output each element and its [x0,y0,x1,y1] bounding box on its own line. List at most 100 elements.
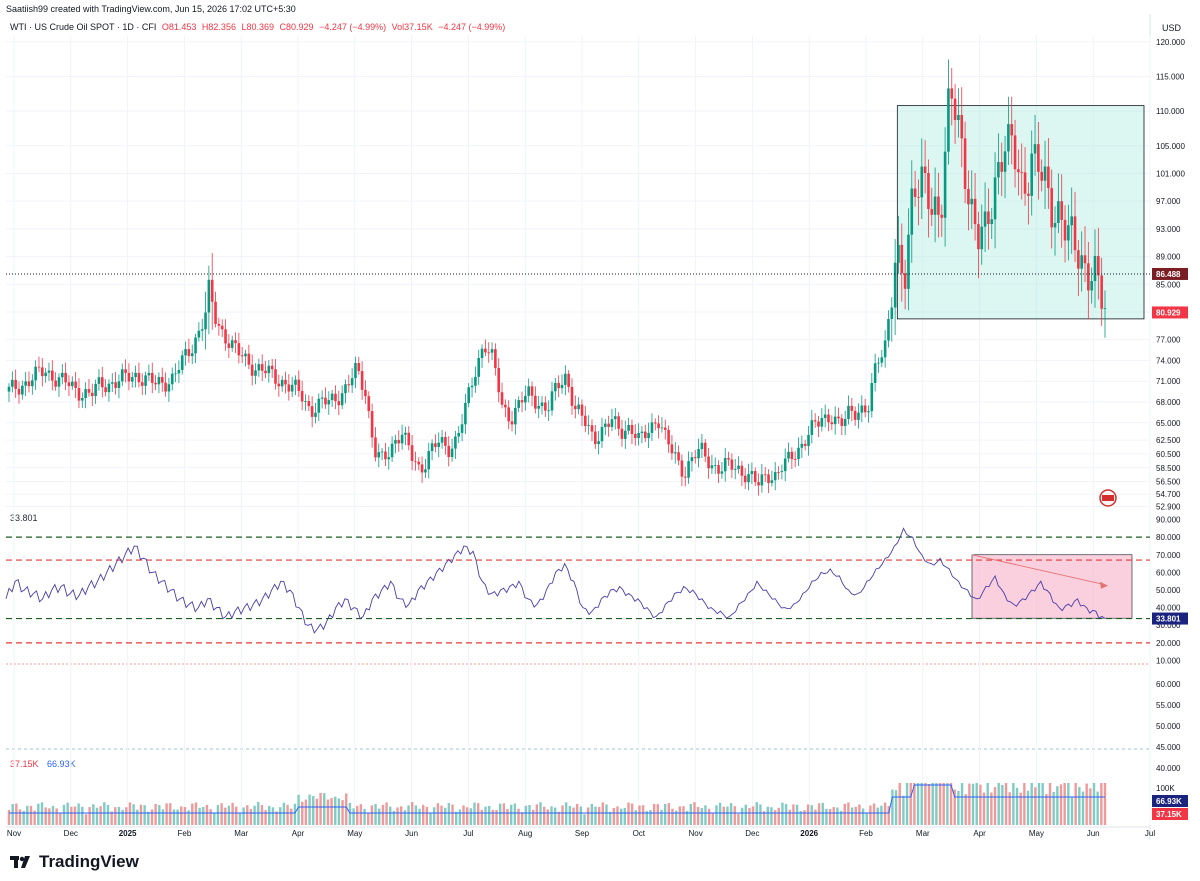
volume-bar [946,783,949,825]
volume-bar [367,812,370,825]
reference-price-label: 86.488 [1156,270,1181,279]
candle-body [757,482,760,486]
candle-body [61,372,64,378]
candle-body [1010,124,1014,136]
candle-body [14,379,17,389]
volume-bar [509,804,513,825]
candle-body [117,381,121,388]
candle-body [630,424,634,435]
candle-body [1020,172,1024,173]
candle-body [993,177,997,220]
volume-bar [975,783,978,825]
candle-body [560,384,564,389]
candle-body [773,472,777,481]
candle-body [194,337,197,354]
tradingview-brand[interactable]: TradingView [10,852,139,872]
volume-bar [938,783,942,825]
volume-bar [553,807,557,825]
candle-body [120,369,124,382]
candle-body [137,372,141,383]
candle-body [1100,275,1103,309]
candle-body [683,476,687,478]
volume-bar [1048,783,1052,825]
candle-body [430,443,434,452]
time-tick-label: Feb [859,829,873,838]
candle-body [953,98,957,120]
candle-body [197,330,201,338]
volume-legend: 37.15K 66.93K [10,759,76,769]
volume-bar [770,807,773,825]
volume-bar [44,807,47,825]
volume-bar [136,809,139,825]
candle-body [917,196,920,198]
candle-body [367,396,371,412]
candle-body [507,407,510,422]
volume-bar [920,783,923,825]
volume-bar [924,783,927,825]
candle-body [937,196,940,215]
candle-body [457,432,461,437]
candle-body [900,244,904,274]
volume-bar [359,804,363,825]
volume-bar [1059,784,1063,825]
volume-bar [238,812,242,825]
candle-body [1103,308,1107,309]
price-tick-label: 77.000 [1156,336,1181,345]
volume-bar [957,790,960,825]
volume-bar [51,805,55,825]
symbol-name[interactable]: WTI · US Crude Oil SPOT · 1D · CFI [10,22,157,32]
volume-bar [242,807,245,825]
volume-bar [128,802,132,825]
candle-body [254,370,257,376]
volume-bar [1015,787,1019,825]
candle-body [660,427,664,429]
candle-body [1047,166,1050,189]
candle-body [713,465,717,466]
volume-bar [487,805,491,825]
volume-bar [1078,787,1081,825]
candle-body [963,138,967,189]
volume-bar [1008,792,1011,825]
volume-bar [1041,783,1044,825]
candle-body [200,329,204,331]
candle-body [70,381,74,387]
candle-body [697,449,700,459]
candle-body [380,451,384,453]
volume-bar [861,808,865,825]
candle-body [1027,193,1030,196]
volume-bar [949,783,953,825]
candle-body [410,445,414,461]
candle-body [364,389,367,397]
volume-bar [575,803,579,825]
candle-body [214,301,217,324]
volume-bar [227,805,231,825]
volume-bar [436,803,440,825]
volume-bar [858,804,861,825]
volume-bar [971,783,975,825]
candle-body [727,458,730,460]
price-layer [6,59,1150,496]
vol-change-value: −4.247 (−4.99%) [438,22,506,32]
candle-body [427,451,431,470]
candle-body [297,379,301,391]
candle-body [87,389,91,393]
us-flag-stripe [1102,495,1114,501]
volume-bar [1089,788,1092,825]
volume-bar [931,783,934,825]
volume-bar [674,810,678,825]
candle-body [287,384,291,392]
volume-bar [312,796,315,825]
candle-body [150,372,154,383]
candle-body [767,474,770,483]
candle-body [374,437,377,458]
volume-bar [696,807,700,825]
time-tick-label: Feb [178,829,192,838]
candle-body [887,319,890,341]
volume-bar [165,803,168,825]
candle-body [763,474,767,476]
candle-body [807,434,810,446]
candle-body [1073,216,1077,251]
volume-bar [161,809,165,825]
candle-body [787,451,790,459]
